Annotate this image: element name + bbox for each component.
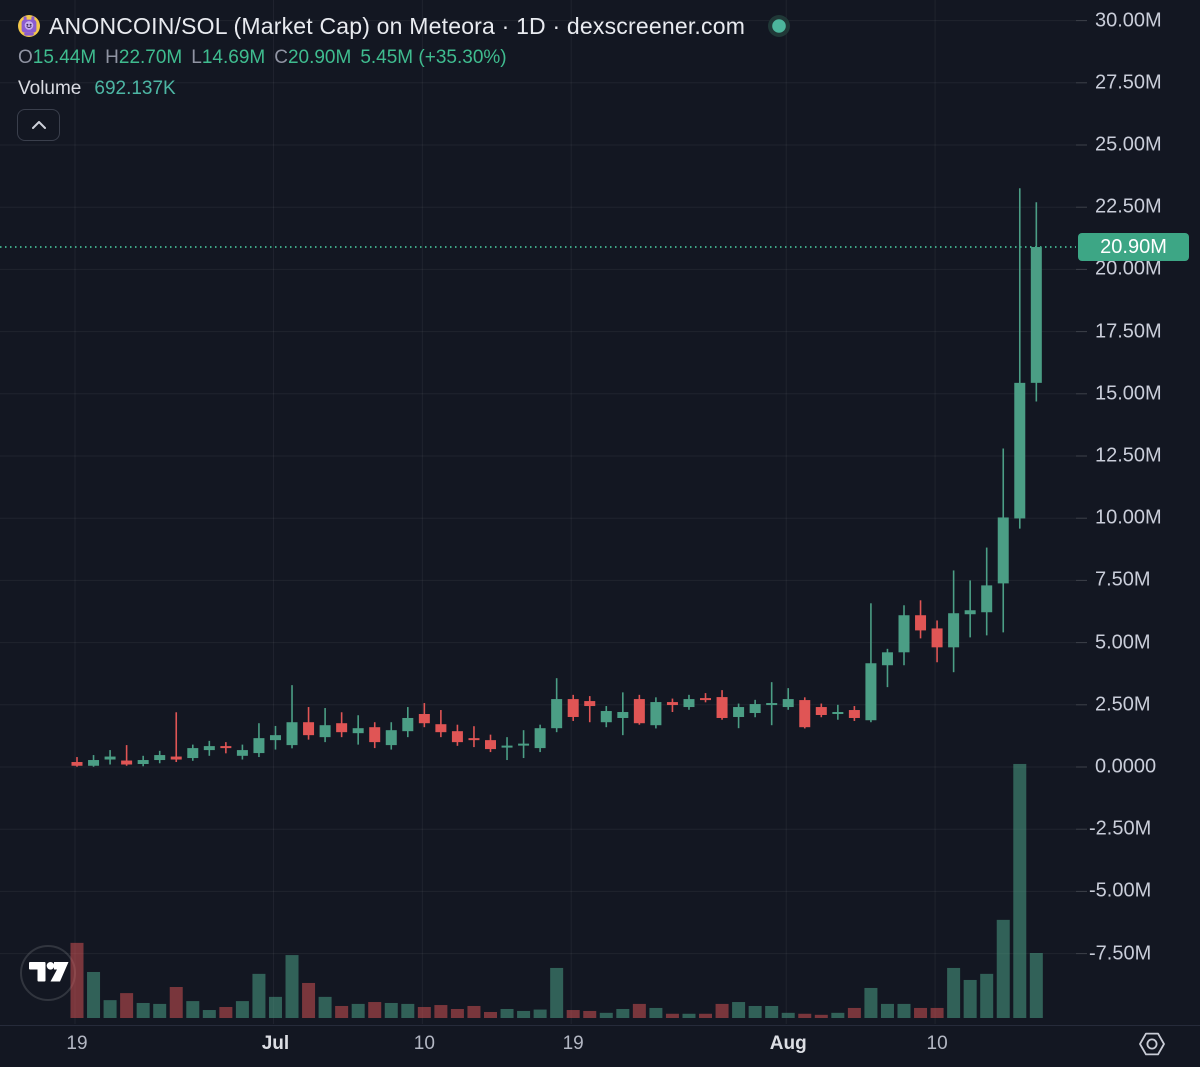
live-status-dot [768, 15, 791, 37]
candles [71, 188, 1042, 767]
ohlc-open: O15.44M [18, 47, 97, 68]
volume-bars [70, 763, 1043, 1018]
chevron-up-icon [31, 121, 46, 129]
ohlc-high: H22.70M [105, 47, 183, 68]
tradingview-watermark[interactable] [20, 945, 76, 1001]
chart-title: ANONCOIN/SOL (Market Cap) on Meteora · 1… [49, 12, 746, 39]
volume-row: Volume 692.137K [18, 78, 792, 100]
anoncoin-robot-icon [18, 15, 40, 37]
gear-icon [1139, 1032, 1165, 1056]
time-axis-label: Aug [769, 1033, 807, 1054]
time-axis-label: 10 [926, 1033, 948, 1054]
volume-value: 692.137K [94, 78, 176, 99]
time-axis-label: 10 [413, 1033, 435, 1054]
ohlc-low: L14.69M [191, 47, 266, 68]
ohlc-close: C20.90M [274, 47, 352, 68]
ohlc-row: O15.44M H22.70M L14.69M C20.90M 5.45M (+… [18, 47, 792, 69]
chart-legend: ANONCOIN/SOL (Market Cap) on Meteora · 1… [18, 12, 792, 100]
volume-label: Volume [18, 78, 82, 99]
symbol-row: ANONCOIN/SOL (Market Cap) on Meteora · 1… [18, 12, 792, 40]
time-axis-label: 19 [66, 1033, 88, 1054]
time-axis-label: Jul [261, 1033, 290, 1054]
last-price-badge: 20.90M [1078, 233, 1189, 261]
time-axis-label: 19 [562, 1033, 584, 1054]
grid-lines [0, 0, 1087, 1024]
ohlc-change: 5.45M (+35.30%) [360, 47, 507, 68]
tradingview-logo [29, 962, 69, 982]
last-price-value: 20.90M [1100, 235, 1167, 258]
time-axis[interactable]: 19 Jul 10 19 Aug 10 [0, 1025, 1200, 1067]
chart-settings-button[interactable] [1137, 1029, 1167, 1059]
collapse-legend-button[interactable] [17, 109, 60, 141]
